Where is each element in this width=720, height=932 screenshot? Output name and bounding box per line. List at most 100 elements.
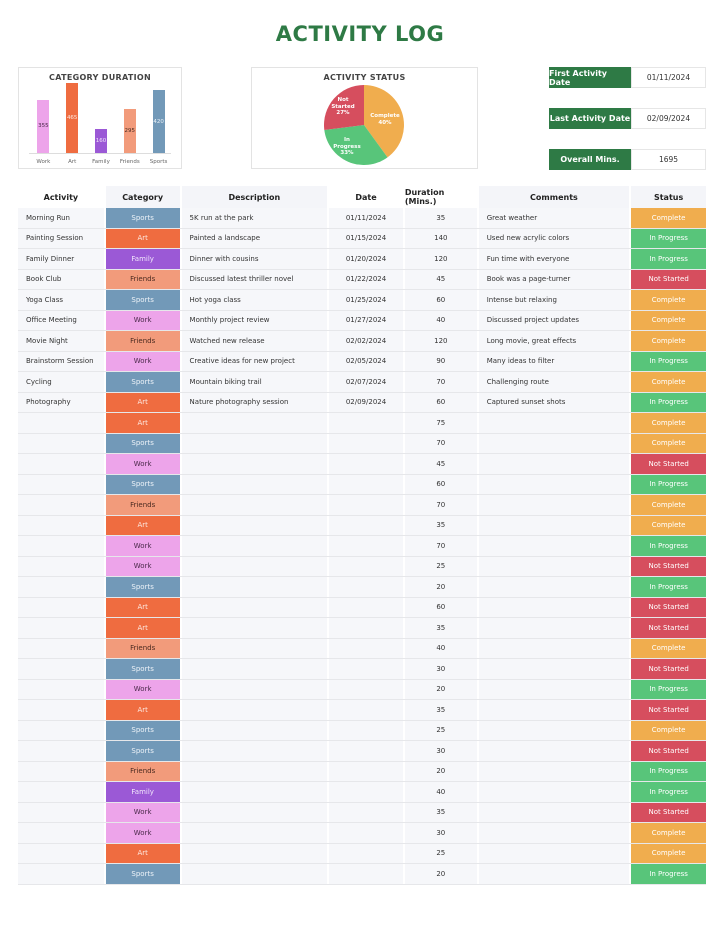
activity-cell[interactable]: [18, 638, 104, 658]
duration-cell[interactable]: 45: [404, 269, 477, 289]
status-badge[interactable]: In Progress: [631, 392, 707, 412]
activity-cell[interactable]: [18, 597, 104, 617]
status-badge[interactable]: Complete: [631, 823, 707, 843]
comments-cell[interactable]: [478, 802, 630, 822]
description-cell[interactable]: Mountain biking trail: [181, 372, 328, 392]
activity-cell[interactable]: [18, 761, 104, 781]
date-cell[interactable]: [329, 597, 403, 617]
activity-cell[interactable]: Morning Run: [18, 208, 104, 228]
description-cell[interactable]: [181, 700, 328, 720]
description-cell[interactable]: 5K run at the park: [181, 208, 328, 228]
table-row[interactable]: Friends 70 Complete: [18, 495, 707, 516]
comments-cell[interactable]: [478, 741, 630, 761]
status-badge[interactable]: Not Started: [631, 659, 707, 679]
status-badge[interactable]: Not Started: [631, 556, 707, 576]
category-badge[interactable]: Family: [105, 782, 180, 802]
table-row[interactable]: Friends 40 Complete: [18, 638, 707, 659]
activity-cell[interactable]: [18, 474, 104, 494]
activity-cell[interactable]: Book Club: [18, 269, 104, 289]
comments-cell[interactable]: [478, 679, 630, 699]
comments-cell[interactable]: Long movie, great effects: [478, 331, 630, 351]
date-cell[interactable]: [329, 741, 403, 761]
description-cell[interactable]: Hot yoga class: [181, 290, 328, 310]
activity-cell[interactable]: [18, 843, 104, 863]
duration-cell[interactable]: 25: [404, 720, 477, 740]
table-row[interactable]: Art 35 Not Started: [18, 618, 707, 639]
description-cell[interactable]: Discussed latest thriller novel: [181, 269, 328, 289]
duration-cell[interactable]: 35: [404, 515, 477, 535]
status-badge[interactable]: Not Started: [631, 269, 707, 289]
description-cell[interactable]: [181, 864, 328, 884]
comments-cell[interactable]: Book was a page-turner: [478, 269, 630, 289]
status-badge[interactable]: Not Started: [631, 597, 707, 617]
status-badge[interactable]: In Progress: [631, 782, 707, 802]
comments-cell[interactable]: [478, 823, 630, 843]
activity-cell[interactable]: [18, 823, 104, 843]
category-badge[interactable]: Sports: [105, 290, 180, 310]
activity-cell[interactable]: [18, 413, 104, 433]
description-cell[interactable]: [181, 556, 328, 576]
activity-cell[interactable]: Office Meeting: [18, 310, 104, 330]
category-badge[interactable]: Art: [105, 843, 180, 863]
duration-cell[interactable]: 25: [404, 556, 477, 576]
activity-cell[interactable]: Yoga Class: [18, 290, 104, 310]
comments-cell[interactable]: Fun time with everyone: [478, 249, 630, 269]
date-cell[interactable]: [329, 823, 403, 843]
date-cell[interactable]: 02/05/2024: [329, 351, 403, 371]
table-row[interactable]: Art 75 Complete: [18, 413, 707, 434]
comments-cell[interactable]: [478, 659, 630, 679]
duration-cell[interactable]: 90: [404, 351, 477, 371]
table-row[interactable]: Art 25 Complete: [18, 843, 707, 864]
duration-cell[interactable]: 40: [404, 782, 477, 802]
comments-cell[interactable]: [478, 413, 630, 433]
comments-cell[interactable]: Used new acrylic colors: [478, 228, 630, 248]
category-badge[interactable]: Work: [105, 454, 180, 474]
status-badge[interactable]: Complete: [631, 413, 707, 433]
category-badge[interactable]: Work: [105, 679, 180, 699]
duration-cell[interactable]: 120: [404, 249, 477, 269]
table-row[interactable]: Cycling Sports Mountain biking trail 02/07/…: [18, 372, 707, 393]
status-badge[interactable]: Complete: [631, 638, 707, 658]
activity-cell[interactable]: [18, 802, 104, 822]
activity-cell[interactable]: [18, 454, 104, 474]
date-cell[interactable]: 01/11/2024: [329, 208, 403, 228]
date-cell[interactable]: [329, 515, 403, 535]
status-badge[interactable]: In Progress: [631, 351, 707, 371]
date-cell[interactable]: [329, 659, 403, 679]
duration-cell[interactable]: 70: [404, 433, 477, 453]
date-cell[interactable]: [329, 761, 403, 781]
category-badge[interactable]: Art: [105, 413, 180, 433]
description-cell[interactable]: [181, 679, 328, 699]
activity-cell[interactable]: [18, 495, 104, 515]
comments-cell[interactable]: Great weather: [478, 208, 630, 228]
duration-cell[interactable]: 25: [404, 843, 477, 863]
category-badge[interactable]: Friends: [105, 495, 180, 515]
description-cell[interactable]: Nature photography session: [181, 392, 328, 412]
status-badge[interactable]: In Progress: [631, 474, 707, 494]
activity-cell[interactable]: Painting Session: [18, 228, 104, 248]
date-cell[interactable]: [329, 638, 403, 658]
date-cell[interactable]: 01/22/2024: [329, 269, 403, 289]
comments-cell[interactable]: Challenging route: [478, 372, 630, 392]
date-cell[interactable]: [329, 474, 403, 494]
table-row[interactable]: Yoga Class Sports Hot yoga class 01/25/2024…: [18, 290, 707, 311]
activity-cell[interactable]: Movie Night: [18, 331, 104, 351]
duration-cell[interactable]: 30: [404, 659, 477, 679]
status-badge[interactable]: In Progress: [631, 249, 707, 269]
status-badge[interactable]: Complete: [631, 515, 707, 535]
comments-cell[interactable]: [478, 864, 630, 884]
table-row[interactable]: Family Dinner Family Dinner with cousins 01…: [18, 249, 707, 270]
activity-cell[interactable]: [18, 515, 104, 535]
category-badge[interactable]: Friends: [105, 331, 180, 351]
category-badge[interactable]: Work: [105, 823, 180, 843]
duration-cell[interactable]: 60: [404, 290, 477, 310]
duration-cell[interactable]: 120: [404, 331, 477, 351]
status-badge[interactable]: Complete: [631, 720, 707, 740]
description-cell[interactable]: [181, 577, 328, 597]
duration-cell[interactable]: 70: [404, 536, 477, 556]
table-row[interactable]: Art 35 Not Started: [18, 700, 707, 721]
table-row[interactable]: Art 35 Complete: [18, 515, 707, 536]
duration-cell[interactable]: 20: [404, 679, 477, 699]
status-badge[interactable]: Complete: [631, 331, 707, 351]
comments-cell[interactable]: [478, 515, 630, 535]
